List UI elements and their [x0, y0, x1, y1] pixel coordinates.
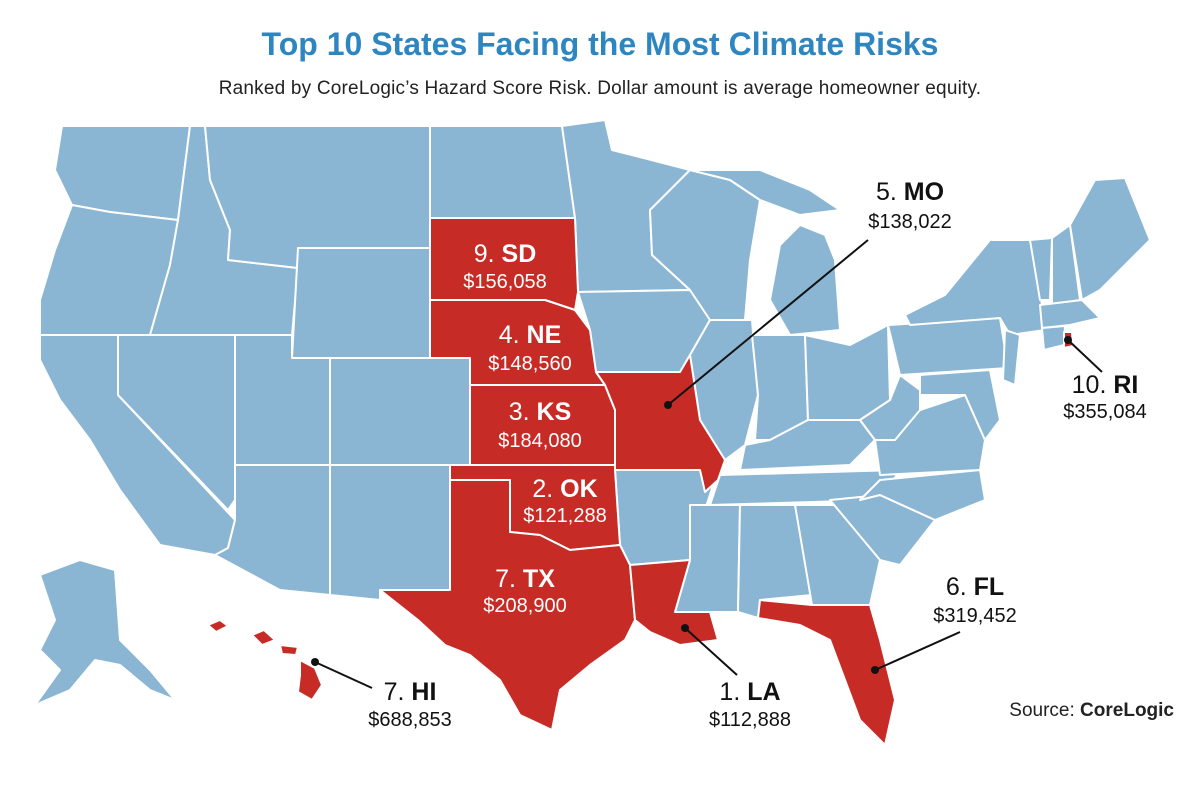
state-labels: 9. SD $156,058 4. NE $148,560 3. KS $184…: [368, 178, 1146, 731]
risk-states: [207, 217, 1074, 746]
value-ne: $148,560: [488, 353, 571, 375]
label-ok: 2. OK: [532, 475, 597, 503]
source-name: CoreLogic: [1080, 700, 1174, 721]
state-nm: [329, 464, 451, 601]
state-mt: [204, 125, 431, 269]
value-fl: $319,452: [933, 605, 1016, 627]
state-ga: [794, 504, 881, 606]
value-hi: $688,853: [368, 709, 451, 731]
marker-fl: [871, 666, 879, 674]
label-ne: 4. NE: [499, 321, 562, 349]
marker-mo: [664, 401, 672, 409]
state-fl: [757, 599, 896, 746]
state-nv: [117, 334, 236, 511]
state-ma: [1039, 299, 1101, 329]
state-me: [1069, 177, 1151, 301]
base-states: [34, 119, 1151, 706]
marker-ri: [1064, 336, 1072, 344]
state-hi: [207, 619, 323, 701]
value-sd: $156,058: [463, 271, 546, 293]
map-title: Top 10 States Facing the Most Climate Ri…: [261, 26, 939, 62]
state-pa: [887, 317, 1009, 376]
value-mo: $138,022: [868, 211, 951, 233]
leader-ri: [1067, 339, 1103, 373]
state-nd: [429, 125, 576, 219]
value-la: $112,888: [709, 709, 791, 731]
marker-hi: [311, 658, 319, 666]
state-tx: [379, 479, 636, 731]
source-credit: Source: CoreLogic: [1009, 700, 1174, 722]
label-ks: 3. KS: [509, 398, 572, 426]
label-ri: 10. RI: [1072, 371, 1139, 399]
value-ks: $184,080: [498, 430, 581, 452]
label-mo: 5. MO: [876, 178, 944, 206]
label-fl: 6. FL: [946, 573, 1004, 601]
leader-fl: [874, 631, 961, 671]
leader-lines: [311, 239, 1103, 689]
value-tx: $208,900: [483, 595, 566, 617]
state-vt: [1029, 237, 1053, 301]
label-tx: 7. TX: [495, 565, 555, 593]
value-ri: $355,084: [1063, 401, 1146, 423]
leader-la: [684, 627, 738, 676]
state-ny: [904, 239, 1046, 336]
state-la: [629, 559, 719, 646]
state-co: [329, 357, 471, 466]
state-wv: [859, 374, 921, 441]
label-la: 1. LA: [719, 678, 780, 706]
state-wy: [291, 247, 431, 359]
state-ct: [1041, 325, 1066, 351]
state-ak: [34, 559, 176, 706]
value-ok: $121,288: [523, 505, 606, 527]
label-sd: 9. SD: [474, 240, 537, 268]
state-nj: [1002, 329, 1021, 386]
marker-la: [681, 624, 689, 632]
map-subtitle: Ranked by CoreLogic’s Hazard Score Risk.…: [218, 78, 982, 99]
leader-hi: [314, 661, 373, 689]
state-oh: [804, 324, 891, 421]
state-mo: [595, 354, 726, 493]
source-prefix: Source:: [1009, 700, 1075, 721]
state-md: [919, 369, 1001, 441]
label-hi: 7. HI: [384, 678, 437, 706]
leader-mo: [667, 239, 869, 406]
